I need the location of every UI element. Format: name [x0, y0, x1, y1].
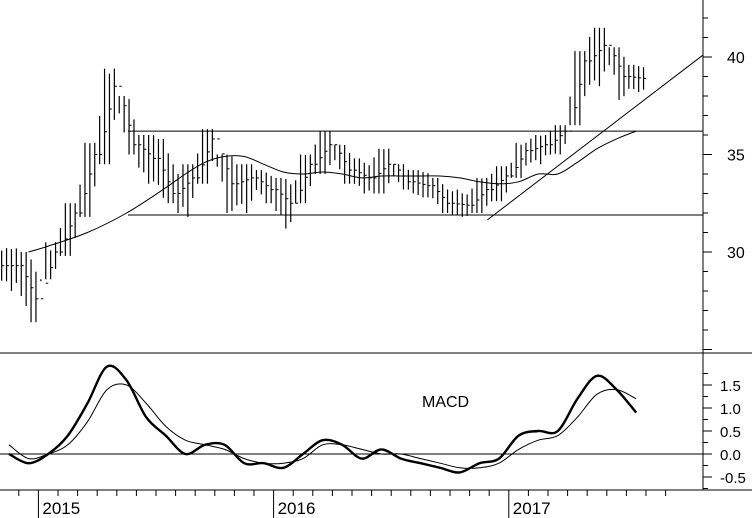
year-tick-label: 2016 [278, 499, 316, 518]
price-panel: 30 35 40 [1, 17, 745, 350]
price-y-tick-label: 35 [727, 148, 745, 165]
price-y-tick-label: 40 [727, 50, 745, 67]
macd-panel: MACD -0.5 0.0 0.5 1.0 1.5 [0, 364, 746, 489]
time-axis: 2015 2016 2017 [18, 490, 667, 518]
macd-line [8, 364, 638, 474]
macd-signal-line [8, 383, 637, 469]
chart-frame [0, 0, 752, 491]
macd-y-tick-label: -0.5 [720, 470, 746, 487]
year-tick-label: 2015 [42, 499, 80, 518]
moving-average-line [28, 130, 637, 253]
macd-y-tick-label: 0.0 [720, 447, 741, 464]
year-tick-label: 2017 [513, 499, 551, 518]
macd-y-tick-label: 1.0 [720, 401, 741, 418]
trendline [487, 54, 704, 221]
price-y-tick-label: 30 [727, 245, 745, 262]
macd-y-tick-label: 0.5 [720, 424, 741, 441]
macd-title: MACD [422, 394, 469, 411]
macd-y-tick-label: 1.5 [720, 378, 741, 395]
